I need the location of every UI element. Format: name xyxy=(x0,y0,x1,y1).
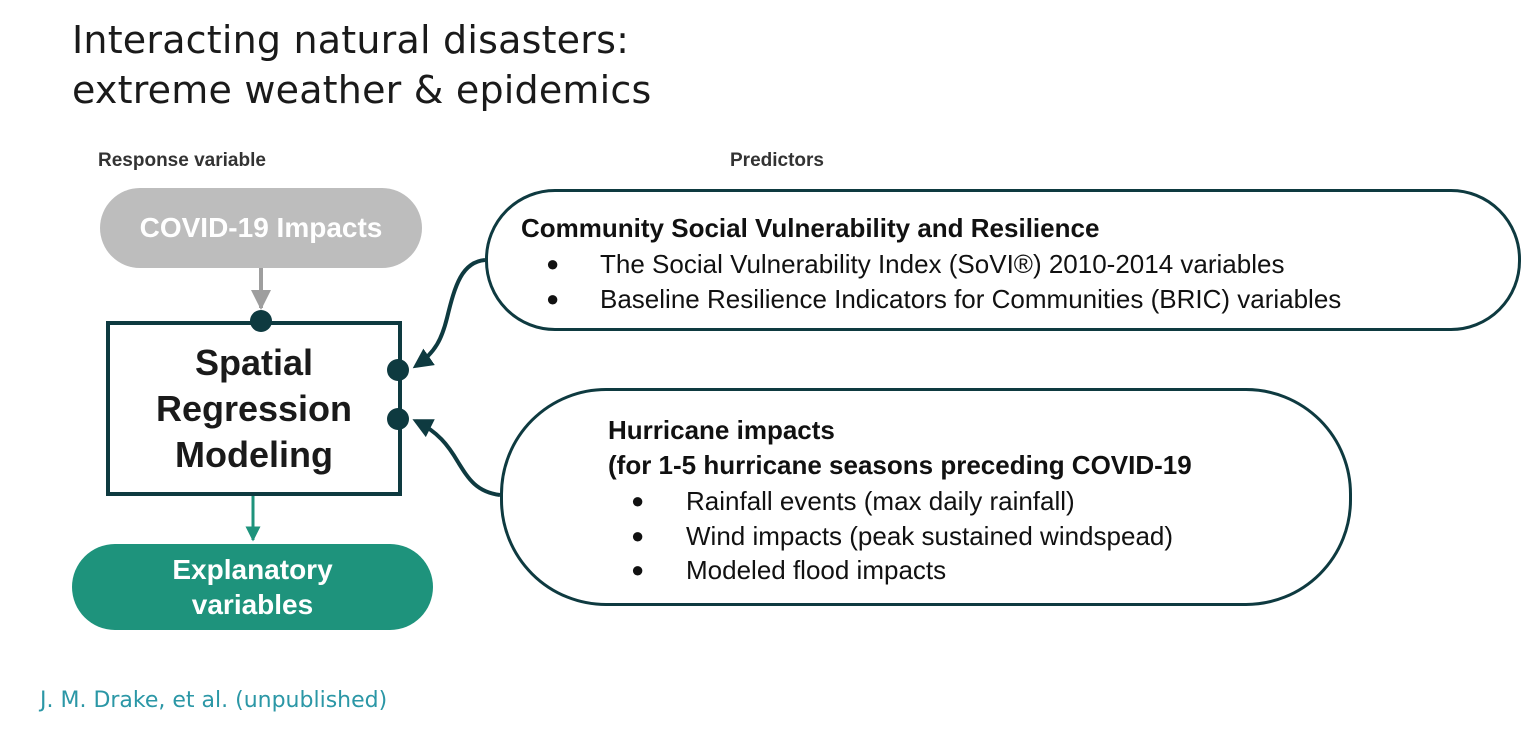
explanatory-variables-node: Explanatory variables xyxy=(72,544,433,630)
predictor1-heading: Community Social Vulnerability and Resil… xyxy=(521,213,1100,243)
predictor2-item-text: Wind impacts (peak sustained windspead) xyxy=(686,520,1174,551)
predictor1-item: ● Baseline Resilience Indicators for Com… xyxy=(546,282,1341,317)
predictor2-heading: Hurricane impacts xyxy=(608,415,835,445)
title-line-2: extreme weather & epidemics xyxy=(72,68,652,112)
title-line-1: Interacting natural disasters: xyxy=(72,18,630,62)
explanatory-label-line-2: variables xyxy=(191,589,314,620)
predictor1-item: ● The Social Vulnerability Index (SoVI®)… xyxy=(546,247,1341,282)
predictor2-list: ● Rainfall events (max daily rainfall) ●… xyxy=(631,484,1173,588)
covid-impacts-label: COVID-19 Impacts xyxy=(139,212,383,243)
predictor1-item-text: Baseline Resilience Indicators for Commu… xyxy=(600,283,1342,314)
covid-impacts-node: COVID-19 Impacts xyxy=(100,188,422,268)
predictor2-item-text: Modeled flood impacts xyxy=(686,555,947,585)
predictor1-list: ● The Social Vulnerability Index (SoVI®)… xyxy=(546,247,1341,316)
bullet-icon: ● xyxy=(631,488,645,513)
model-label-line-3: Modeling xyxy=(175,433,333,475)
explanatory-label-line-1: Explanatory xyxy=(172,554,333,585)
predictors-label: Predictors xyxy=(730,150,824,171)
predictor2-connector xyxy=(412,419,501,497)
bullet-icon: ● xyxy=(631,522,645,548)
predictor2-item: ● Modeled flood impacts xyxy=(631,553,1173,588)
model-label-line-1: Spatial xyxy=(194,341,314,383)
right-upper-connection-dot xyxy=(387,359,409,381)
predictor-hurricane-box: Hurricane impacts (for 1-5 hurricane sea… xyxy=(500,388,1352,606)
predictor2-item: ● Wind impacts (peak sustained windspead… xyxy=(631,519,1173,554)
top-connection-dot xyxy=(250,310,272,332)
citation: J. M. Drake, et al. (unpublished) xyxy=(40,688,388,713)
predictor2-item: ● Rainfall events (max daily rainfall) xyxy=(631,484,1173,519)
right-lower-connection-dot xyxy=(387,408,409,430)
response-variable-label: Response variable xyxy=(98,150,266,171)
predictor-social-vulnerability-box: Community Social Vulnerability and Resil… xyxy=(485,189,1521,331)
model-label-line-2: Regression xyxy=(155,387,353,429)
predictor1-item-text: The Social Vulnerability Index (SoVI®) 2… xyxy=(600,249,1285,279)
bullet-icon: ● xyxy=(546,285,560,311)
predictor2-subheading: (for 1-5 hurricane seasons preceding COV… xyxy=(608,450,1192,480)
predictor2-item-text: Rainfall events (max daily rainfall) xyxy=(686,486,1075,516)
predictor1-connector xyxy=(412,258,486,369)
bullet-icon: ● xyxy=(631,557,645,582)
bullet-icon: ● xyxy=(546,251,560,276)
